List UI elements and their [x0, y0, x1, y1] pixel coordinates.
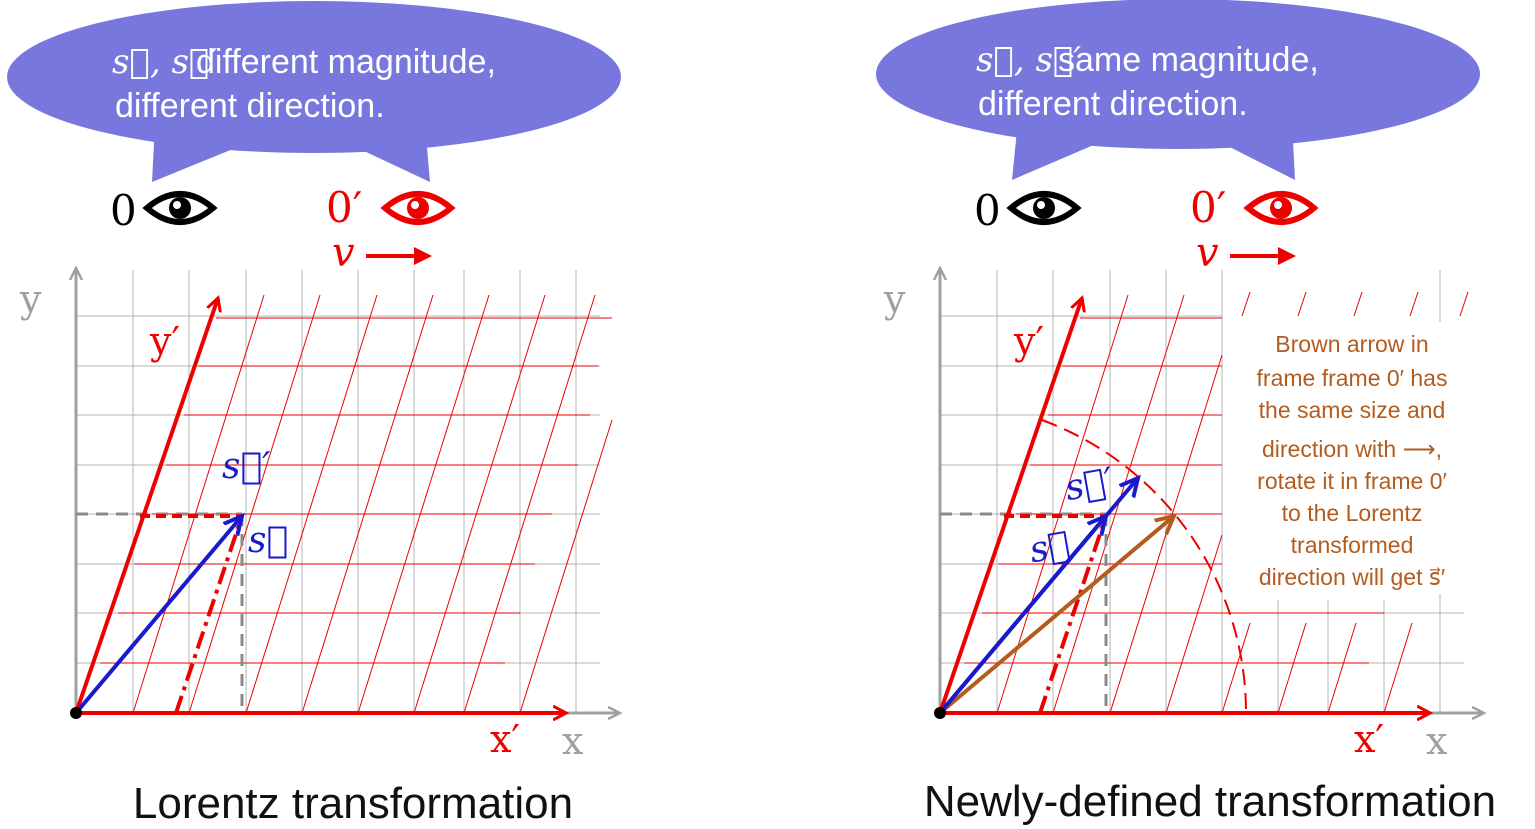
right-arrow-icon — [1230, 247, 1296, 265]
right-vector-s-prime-label: s⃗′ — [1062, 460, 1117, 509]
right-red-ticks — [1241, 291, 1469, 317]
right-brown-arrow — [938, 516, 1174, 715]
right-x-axis-label: x — [1426, 719, 1447, 763]
right-observer-o-label: 0 — [974, 186, 1001, 235]
right-arrow-icon — [366, 247, 432, 265]
left-speech-bubble: s⃗, s⃗′ different magnitude, different d… — [7, 1, 621, 182]
eye-icon — [380, 191, 456, 225]
left-y-prime-axis — [74, 298, 218, 714]
left-origin-dot — [70, 707, 82, 719]
left-observer-o-prime-label: 0′ — [326, 183, 362, 232]
left-vector-s-label: s⃗ — [248, 520, 288, 561]
right-bubble-line2: different direction. — [978, 85, 1248, 123]
right-panel: s⃗, s⃗′ same magnitude, different direct… — [876, 0, 1496, 826]
note-line-5: rotate it in frame 0′ — [1257, 468, 1447, 494]
right-observer-o-prime-label: 0′ — [1190, 183, 1226, 232]
left-velocity-label: v — [332, 230, 355, 276]
left-bubble-line2: different direction. — [115, 87, 385, 125]
right-y-prime-label: y′ — [1013, 319, 1044, 363]
right-velocity-label: v — [1196, 230, 1219, 276]
left-caption: Lorentz transformation — [133, 779, 573, 828]
right-vector-s-prime-arrow — [938, 478, 1138, 715]
left-vector-s-prime-label: s⃗′ — [222, 446, 270, 487]
note-line-2: frame frame 0′ has — [1257, 365, 1448, 391]
right-y-prime-axis — [938, 298, 1082, 714]
left-y-prime-label: y′ — [149, 319, 180, 363]
right-bubble-vectors: s⃗, s⃗′ — [976, 40, 1081, 80]
left-bubble-vectors: s⃗, s⃗′ — [112, 42, 217, 82]
note-line-4: direction with ⟶, — [1262, 436, 1442, 462]
right-rotation-arc — [1041, 419, 1248, 714]
left-red-grid — [100, 294, 613, 714]
note-line-8: direction will get s⃗′ — [1259, 564, 1445, 590]
left-y-axis-label: y — [19, 277, 42, 321]
right-bubble-line1: same magnitude, — [1058, 41, 1319, 79]
left-panel: s⃗, s⃗′ different magnitude, different d… — [7, 1, 621, 828]
right-red-dash-slant — [1038, 515, 1108, 714]
right-note: Brown arrow in frame frame 0′ has the sa… — [1257, 331, 1448, 590]
right-vector-s-label: s⃗ — [1026, 524, 1073, 571]
left-red-dash-slant — [174, 515, 244, 714]
left-bubble-line1: different magnitude, — [196, 43, 496, 81]
eye-icon — [1243, 191, 1319, 225]
right-speech-bubble: s⃗, s⃗′ same magnitude, different direct… — [876, 0, 1480, 180]
note-line-3: the same size and — [1259, 397, 1446, 423]
note-line-1: Brown arrow in — [1275, 331, 1428, 357]
left-x-axis-label: x — [562, 719, 583, 763]
eye-icon — [142, 191, 218, 225]
left-x-prime-label: x′ — [490, 717, 520, 761]
note-line-7: transformed — [1291, 532, 1414, 558]
left-vector-s-arrow — [74, 516, 242, 715]
note-line-6: to the Lorentz — [1282, 500, 1423, 526]
right-caption: Newly-defined transformation — [924, 777, 1496, 826]
right-origin-dot — [934, 707, 946, 719]
eye-icon — [1006, 191, 1082, 225]
right-y-axis-label: y — [883, 277, 906, 321]
left-observer-o-label: 0 — [110, 186, 137, 235]
right-note-background — [1228, 322, 1478, 594]
right-x-prime-label: x′ — [1354, 717, 1384, 761]
